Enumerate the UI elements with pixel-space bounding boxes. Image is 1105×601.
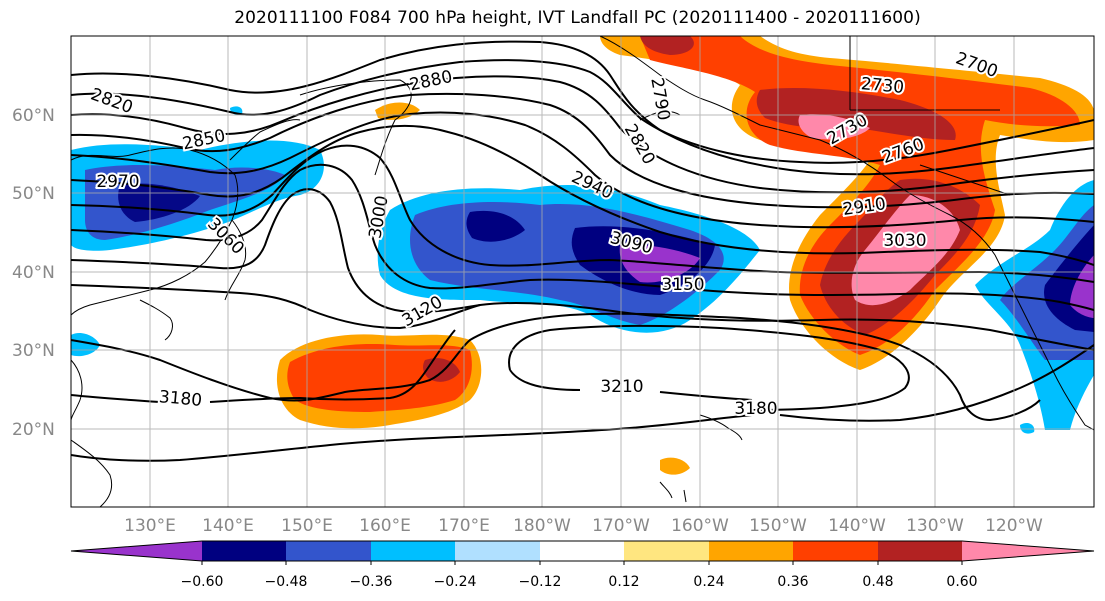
colorbar-tick-label: −0.48 <box>265 574 308 590</box>
colorbar-tick-labels: −0.60 −0.48 −0.36 −0.24 −0.12 0.12 0.24 … <box>181 574 978 590</box>
lon-label-160w: 160°W <box>671 516 729 536</box>
map-frame <box>70 35 1095 508</box>
shade-small-5 <box>1020 422 1035 434</box>
contour-label: 2970 <box>96 172 139 192</box>
colorbar-tick-label: 0.36 <box>777 574 808 590</box>
colorbar-segment <box>624 541 709 561</box>
shade-california-negative <box>975 180 1094 430</box>
colorbar-segment <box>202 541 286 561</box>
contour-label: 3180 <box>158 387 203 411</box>
colorbar-tick-label: 0.60 <box>946 574 977 590</box>
lon-label-120w: 120°W <box>985 516 1043 536</box>
latitude-labels: 60°N 50°N 40°N 30°N 20°N <box>12 106 55 440</box>
lat-label-50n: 50°N <box>12 184 55 204</box>
lon-label-150e: 150°E <box>281 516 333 536</box>
shade-small-1 <box>375 102 420 120</box>
contour-label: 3030 <box>883 231 926 251</box>
colorbar-segment <box>962 541 1094 561</box>
lon-label-160e: 160°E <box>359 516 411 536</box>
lon-label-130w: 130°W <box>906 516 964 536</box>
lon-label-130e: 130°E <box>124 516 176 536</box>
lon-label-140w: 140°W <box>828 516 886 536</box>
lat-label-30n: 30°N <box>12 341 55 361</box>
colorbar-tick-label: −0.36 <box>350 574 393 590</box>
colorbar <box>70 540 1095 565</box>
gridlines <box>71 36 1094 507</box>
shade-small-2 <box>660 457 690 475</box>
lat-label-40n: 40°N <box>12 263 55 283</box>
colorbar-segment <box>286 541 371 561</box>
contour-label: 3150 <box>661 275 704 295</box>
colorbar-segment <box>371 541 455 561</box>
lat-label-60n: 60°N <box>12 106 55 126</box>
colorbar-tick-label: −0.12 <box>519 574 562 590</box>
colorbar-tick-label: 0.48 <box>862 574 893 590</box>
lat-label-20n: 20°N <box>12 420 55 440</box>
colorbar-segment <box>455 541 540 561</box>
lon-label-140e: 140°E <box>202 516 254 536</box>
lon-label-150w: 150°W <box>749 516 807 536</box>
colorbar-segment <box>540 541 624 561</box>
colorbar-tick-label: 0.12 <box>608 574 639 590</box>
colorbar-segment <box>793 541 878 561</box>
lon-label-170w: 170°W <box>592 516 650 536</box>
coastlines <box>71 36 1094 507</box>
longitude-labels: 130°E 140°E 150°E 160°E 170°E 180°W 170°… <box>124 516 1043 536</box>
page-title: 2020111100 F084 700 hPa height, IVT Land… <box>234 8 921 28</box>
contour-label: 3210 <box>600 377 643 397</box>
colorbar-segment <box>71 541 202 561</box>
colorbar-tick-label: −0.24 <box>434 574 477 590</box>
contour-label: 2910 <box>841 194 887 220</box>
colorbar-tick-label: 0.24 <box>693 574 724 590</box>
colorbar-segment <box>878 541 962 561</box>
colorbar-tick-label: −0.60 <box>181 574 224 590</box>
lon-label-180w: 180°W <box>513 516 571 536</box>
height-contours <box>71 40 1094 462</box>
colorbar-segment <box>709 541 793 561</box>
contour-label: 2730 <box>860 74 905 98</box>
contour-label: 3180 <box>734 399 777 419</box>
lon-label-170e: 170°E <box>438 516 490 536</box>
